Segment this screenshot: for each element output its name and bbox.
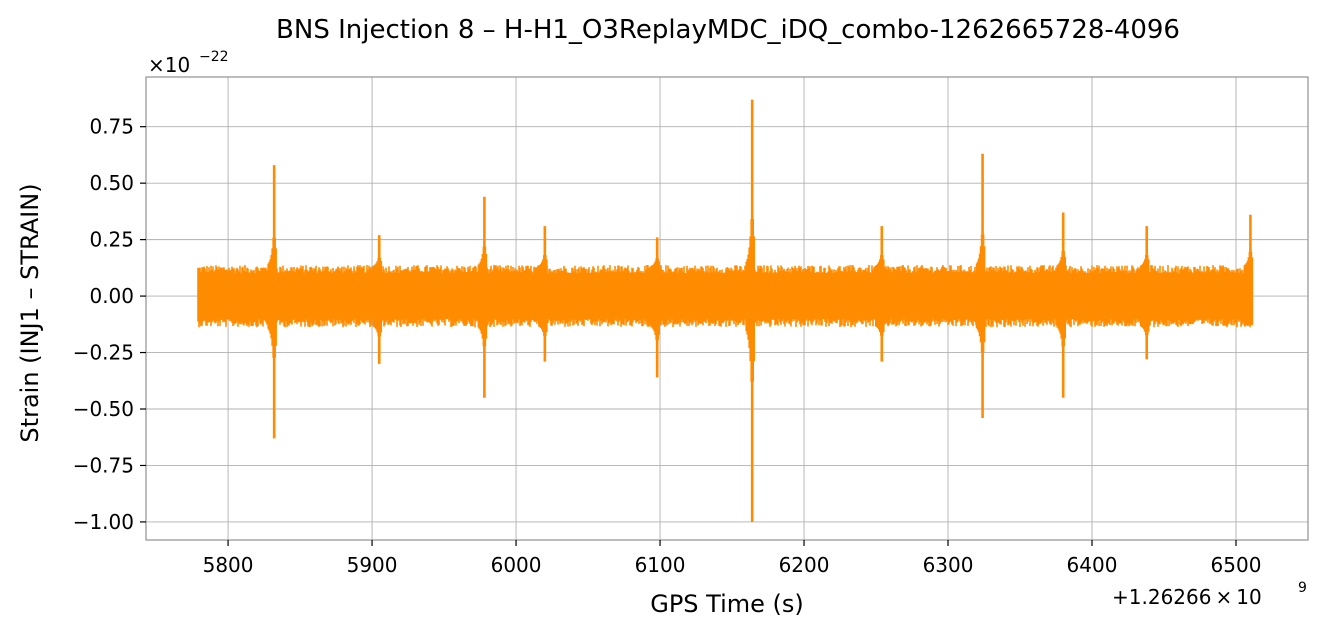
y-tick-label: 0.75 [89,115,134,139]
y-scale-exponent: −22 [199,49,229,65]
x-axis-title: GPS Time (s) [650,590,804,618]
plot-frame [145,76,1309,541]
strain-series [197,99,1254,522]
x-tick-label: 5900 [347,553,398,577]
y-tick-label: −1.00 [73,510,134,534]
x-tick-label: 6200 [779,553,830,577]
x-offset-value: +1.26266 [1112,585,1211,609]
y-axis-ticks: −1.00 −0.75 −0.50 −0.25 0.00 0.25 0.50 0.75 [73,115,146,534]
y-tick-label: −0.75 [73,453,134,477]
y-scale-base: 10 [165,53,190,77]
x-offset-text: +1.26266 × 10 9 [1112,580,1307,609]
chart-title: BNS Injection 8 – H-H1_O3ReplayMDC_iDQ_c… [276,15,1180,45]
y-tick-label: −0.50 [73,397,134,421]
y-scale-times: × [148,53,165,77]
x-tick-label: 5800 [203,553,254,577]
x-offset-times: × [1215,585,1232,609]
strain-noise [197,265,1253,328]
y-tick-label: −0.25 [73,341,134,365]
y-tick-label: 0.50 [89,171,134,195]
x-tick-label: 6000 [491,553,542,577]
svg-text:×10: ×10 [148,53,190,77]
x-tick-label: 6400 [1067,553,1118,577]
y-scale-multiplier: ×10 −22 [148,49,229,77]
y-axis-title: Strain (INJ1 – STRAIN) [16,183,44,442]
x-tick-label: 6500 [1211,553,1262,577]
x-axis-ticks: 5800 5900 6000 6100 6200 6300 6400 6500 [203,540,1262,577]
x-tick-label: 6100 [635,553,686,577]
x-tick-label: 6300 [923,553,974,577]
x-offset-exponent: 9 [1298,580,1307,596]
y-tick-label: 0.25 [89,228,134,252]
x-offset-base: 10 [1236,585,1261,609]
y-tick-label: 0.00 [89,284,134,308]
svg-text:+1.26266×10: +1.26266 × 10 [1112,585,1262,609]
